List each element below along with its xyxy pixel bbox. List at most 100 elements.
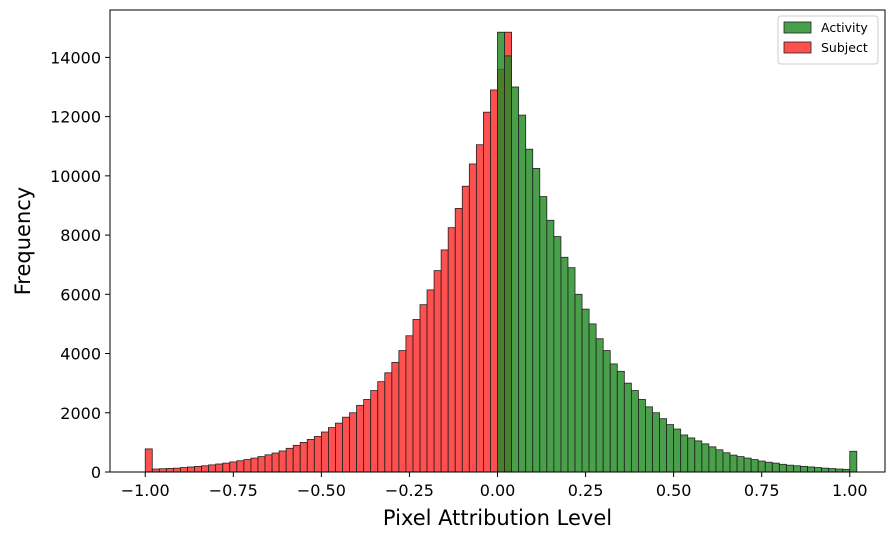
subject-bar bbox=[419, 304, 428, 473]
x-tick-label: 0.50 bbox=[656, 481, 692, 500]
subject-bar bbox=[320, 431, 329, 473]
activity-bar bbox=[708, 446, 717, 473]
activity-bar bbox=[666, 424, 675, 473]
subject-bar bbox=[384, 372, 393, 473]
subject-bar bbox=[236, 460, 245, 473]
activity-bar bbox=[504, 55, 512, 473]
activity-bar bbox=[750, 459, 759, 473]
subject-bar bbox=[440, 249, 449, 473]
activity-bar bbox=[511, 86, 520, 473]
subject-bar bbox=[187, 466, 195, 473]
activity-bar bbox=[567, 267, 576, 473]
subject-bar bbox=[173, 467, 181, 473]
subject-bar bbox=[363, 399, 372, 473]
x-tick-label: 0.75 bbox=[744, 481, 780, 500]
subject-bar bbox=[433, 270, 442, 473]
subject-bar bbox=[285, 447, 294, 473]
subject-bar bbox=[405, 335, 414, 473]
subject-bar bbox=[264, 454, 273, 473]
x-axis-title: Pixel Attribution Level bbox=[383, 506, 612, 530]
activity-bar bbox=[659, 418, 667, 473]
activity-bar bbox=[645, 406, 653, 473]
subject-bar bbox=[468, 163, 477, 473]
activity-bar bbox=[546, 219, 555, 473]
activity-bar bbox=[800, 465, 808, 473]
activity-bar bbox=[497, 31, 505, 473]
activity-bar bbox=[785, 464, 794, 473]
activity-bars bbox=[497, 31, 858, 473]
subject-bar bbox=[299, 441, 308, 473]
x-tick-label: −0.75 bbox=[209, 481, 258, 500]
activity-bar bbox=[729, 454, 738, 473]
subject-bars bbox=[144, 31, 512, 473]
activity-bar bbox=[694, 440, 703, 473]
y-tick-label: 14000 bbox=[50, 48, 101, 67]
subject-bar bbox=[292, 444, 301, 473]
activity-bar bbox=[736, 456, 745, 473]
subject-bar bbox=[250, 457, 259, 473]
activity-bar bbox=[623, 382, 632, 473]
activity-bar bbox=[828, 468, 837, 473]
subject-bar bbox=[208, 464, 217, 473]
activity-bar bbox=[821, 467, 830, 473]
activity-bar bbox=[652, 412, 660, 473]
subject-bar bbox=[447, 227, 456, 473]
subject-bar bbox=[222, 462, 231, 473]
subject-bar bbox=[454, 208, 463, 473]
subject-bar bbox=[377, 381, 386, 473]
legend-label-activity: Activity bbox=[821, 20, 868, 35]
subject-bar bbox=[426, 289, 435, 473]
activity-bar bbox=[616, 370, 625, 473]
x-axis: −1.00 −0.75 −0.50 −0.25 0.00 0.25 0.50 0.75 1.00 bbox=[121, 472, 868, 500]
subject-bar bbox=[356, 404, 365, 473]
activity-bar bbox=[793, 465, 801, 473]
activity-bar bbox=[715, 449, 724, 473]
y-tick-label: 6000 bbox=[60, 285, 101, 304]
subject-bar bbox=[391, 362, 400, 473]
activity-bar bbox=[778, 463, 787, 473]
subject-bar bbox=[461, 185, 470, 473]
activity-bar bbox=[743, 457, 752, 473]
subject-bar bbox=[144, 448, 153, 473]
activity-bar bbox=[560, 256, 569, 473]
activity-bar bbox=[602, 350, 611, 473]
subject-bar bbox=[229, 461, 238, 473]
subject-bar bbox=[490, 89, 498, 473]
activity-bar bbox=[525, 148, 534, 473]
subject-bar bbox=[257, 456, 266, 473]
subject-bar bbox=[349, 412, 357, 473]
activity-bar bbox=[814, 467, 822, 473]
legend-swatch-subject bbox=[783, 41, 812, 54]
y-tick-label: 0 bbox=[91, 463, 101, 482]
y-axis: 0 2000 4000 6000 8000 10000 12000 14000 bbox=[50, 48, 110, 482]
activity-bar bbox=[807, 466, 815, 473]
y-tick-label: 2000 bbox=[60, 404, 101, 423]
subject-bar bbox=[271, 452, 280, 473]
subject-bar bbox=[180, 467, 188, 473]
subject-bar bbox=[335, 422, 343, 473]
activity-bar bbox=[595, 338, 604, 473]
activity-bar bbox=[574, 293, 583, 473]
activity-bar bbox=[588, 323, 597, 473]
subject-bar bbox=[342, 416, 350, 473]
activity-bar bbox=[630, 390, 639, 473]
activity-bar bbox=[701, 443, 710, 473]
activity-bar bbox=[673, 428, 682, 473]
activity-bar bbox=[581, 308, 590, 473]
subject-bar bbox=[398, 350, 407, 473]
subject-bar bbox=[313, 436, 322, 473]
subject-bar bbox=[412, 319, 421, 473]
activity-bar bbox=[764, 461, 773, 473]
activity-bar bbox=[849, 450, 858, 473]
x-tick-label: 1.00 bbox=[832, 481, 868, 500]
activity-bar bbox=[609, 363, 618, 473]
subject-bar bbox=[215, 463, 224, 473]
subject-bar bbox=[475, 144, 484, 473]
legend-swatch-activity bbox=[783, 21, 812, 34]
subject-bar bbox=[194, 465, 202, 473]
legend-label-subject: Subject bbox=[821, 40, 868, 55]
subject-bar bbox=[306, 439, 315, 473]
activity-bar bbox=[680, 434, 689, 473]
y-tick-label: 4000 bbox=[60, 345, 101, 364]
